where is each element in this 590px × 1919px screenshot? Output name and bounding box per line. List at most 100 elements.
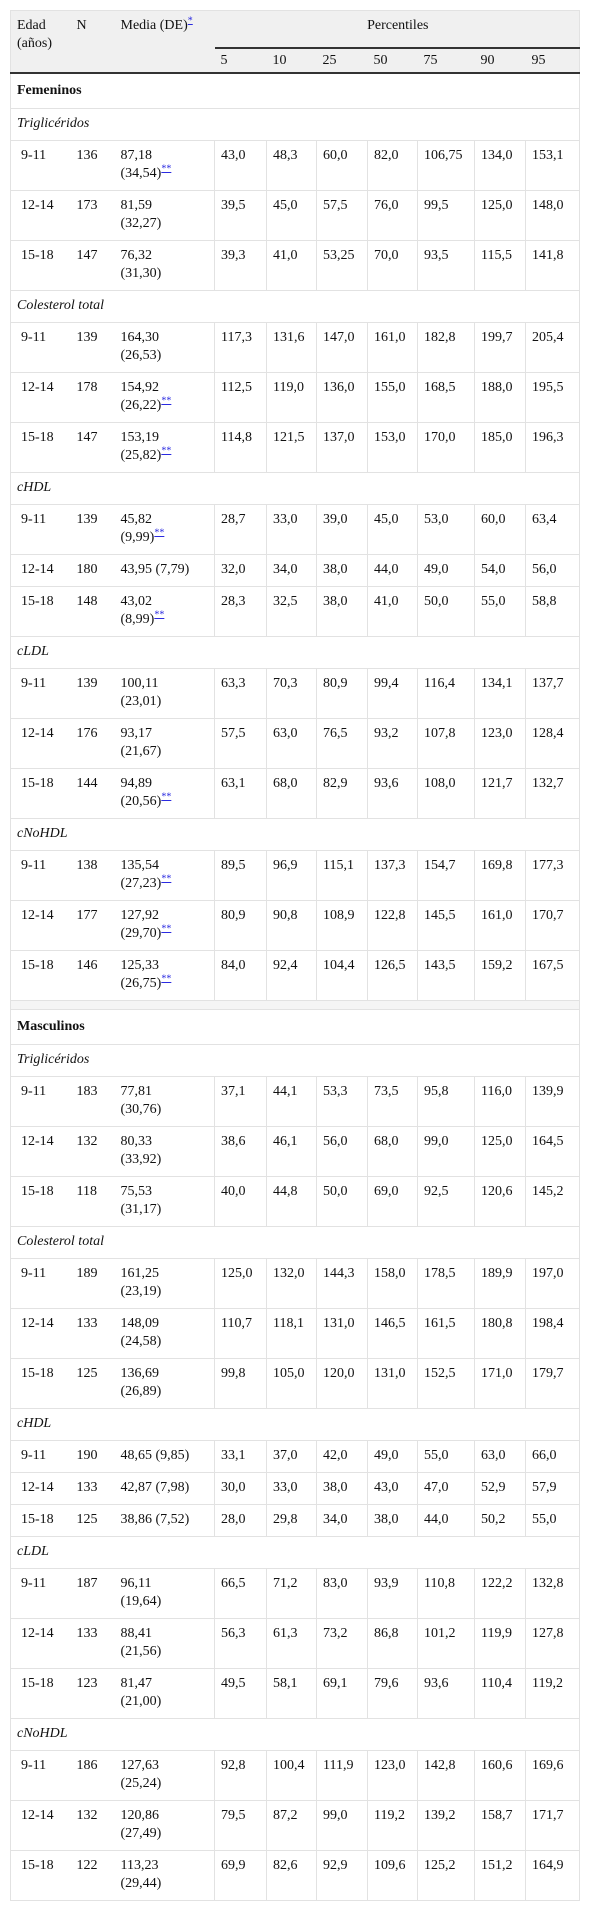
percentile-cell: 44,1	[266, 1076, 317, 1127]
percentile-cell: 168,5	[417, 372, 475, 423]
section-gap	[10, 1000, 580, 1010]
section-row: Femeninos	[10, 73, 580, 109]
group-row: cNoHDL	[10, 818, 580, 851]
section-title: Masculinos	[10, 1009, 580, 1045]
percentile-level: 95	[525, 47, 580, 74]
percentile-cell: 38,0	[316, 554, 368, 587]
percentile-cell: 196,3	[524, 422, 580, 473]
percentile-cell: 99,4	[367, 668, 418, 719]
percentile-cell: 33,1	[214, 1440, 267, 1473]
significance-link[interactable]: **	[161, 395, 172, 407]
percentile-cell: 171,7	[524, 1800, 580, 1851]
significance-link[interactable]: **	[161, 445, 172, 457]
percentile-cell: 41,0	[266, 240, 317, 291]
significance-link[interactable]: **	[154, 527, 165, 539]
percentile-cell: 66,5	[214, 1568, 267, 1619]
mean-text: 100,11 (23,01)	[120, 676, 162, 709]
percentile-cell: 63,4	[524, 504, 580, 555]
percentile-cell: 33,0	[266, 504, 317, 555]
data-row: 12-14 176 93,17 (21,67) 57,5 63,0 76,5 93,2 107…	[10, 718, 580, 769]
percentile-cell: 86,8	[367, 1618, 418, 1669]
percentile-cell: 57,5	[214, 718, 267, 769]
data-row: 9-11 187 96,11 (19,64) 66,5 71,2 83,0 93,9 110,…	[10, 1568, 580, 1619]
percentile-cell: 84,0	[214, 950, 267, 1001]
significance-link[interactable]: **	[161, 873, 172, 885]
age-cell: 12-14	[10, 190, 71, 241]
percentile-cell: 93,9	[367, 1568, 418, 1619]
mean-cell: 148,09 (24,58)	[114, 1308, 215, 1359]
age-cell: 9-11	[10, 504, 71, 555]
age-cell: 12-14	[10, 1800, 71, 1851]
percentile-cell: 120,6	[474, 1176, 526, 1227]
group-row: Triglicéridos	[10, 1044, 580, 1077]
mean-text: 43,95 (7,79)	[120, 562, 190, 577]
percentile-cell: 80,9	[316, 668, 368, 719]
percentile-cell: 28,0	[214, 1504, 267, 1537]
percentile-cell: 121,5	[266, 422, 317, 473]
data-row: 15-18 147 76,32 (31,30) 39,3 41,0 53,25 70,0 93…	[10, 240, 580, 291]
mean-cell: 164,30 (26,53)	[114, 322, 215, 373]
percentile-cell: 188,0	[474, 372, 526, 423]
age-cell: 9-11	[10, 1568, 71, 1619]
percentile-cell: 141,8	[524, 240, 580, 291]
percentile-cell: 60,0	[474, 504, 526, 555]
percentile-cell: 110,8	[417, 1568, 475, 1619]
percentile-cell: 145,2	[524, 1176, 580, 1227]
data-row: 9-11 189 161,25 (23,19) 125,0 132,0 144,3 158,…	[10, 1258, 580, 1309]
percentile-cell: 99,0	[316, 1800, 368, 1851]
percentile-cell: 38,0	[316, 586, 368, 637]
group-name: cLDL	[10, 1536, 580, 1569]
percentile-cell: 30,0	[214, 1472, 267, 1505]
data-row: 9-11 183 77,81 (30,76) 37,1 44,1 53,3 73,5 95,8…	[10, 1076, 580, 1127]
percentile-cell: 53,0	[417, 504, 475, 555]
mean-text: 42,87 (7,98)	[120, 1480, 190, 1495]
percentile-cell: 92,9	[316, 1850, 368, 1901]
percentile-cell: 76,0	[367, 190, 418, 241]
percentile-cell: 95,8	[417, 1076, 475, 1127]
percentile-cell: 44,0	[417, 1504, 475, 1537]
group-name: cHDL	[10, 1408, 580, 1441]
percentile-cell: 49,0	[367, 1440, 418, 1473]
percentile-cell: 158,7	[474, 1800, 526, 1851]
data-row: 12-14 173 81,59 (32,27) 39,5 45,0 57,5 76,0 99,…	[10, 190, 580, 241]
n-cell: 133	[70, 1472, 115, 1505]
percentile-cell: 69,1	[316, 1668, 368, 1719]
mean-cell: 127,92 (29,70)**	[114, 900, 215, 951]
significance-link[interactable]: **	[161, 923, 172, 935]
percentile-cell: 38,6	[214, 1126, 267, 1177]
percentile-cell: 79,5	[214, 1800, 267, 1851]
percentile-cell: 198,4	[524, 1308, 580, 1359]
mean-text: 96,11 (19,64)	[120, 1576, 162, 1609]
percentile-cell: 71,2	[266, 1568, 317, 1619]
n-cell: 133	[70, 1618, 115, 1669]
mean-cell: 42,87 (7,98)	[114, 1472, 215, 1505]
age-cell: 15-18	[10, 768, 71, 819]
footnote-link[interactable]: *	[187, 15, 193, 27]
data-row: 12-14 177 127,92 (29,70)** 80,9 90,8 108,9 122…	[10, 900, 580, 951]
mean-cell: 125,33 (26,75)**	[114, 950, 215, 1001]
percentile-cell: 44,8	[266, 1176, 317, 1227]
percentile-cell: 108,0	[417, 768, 475, 819]
mean-cell: 120,86 (27,49)	[114, 1800, 215, 1851]
percentile-cell: 70,0	[367, 240, 418, 291]
group-name: Colesterol total	[10, 1226, 580, 1259]
mean-cell: 87,18 (34,54)**	[114, 140, 215, 191]
data-row: 15-18 125 136,69 (26,89) 99,8 105,0 120,0 131,…	[10, 1358, 580, 1409]
data-row: 12-14 132 120,86 (27,49) 79,5 87,2 99,0 119,2 1…	[10, 1800, 580, 1851]
significance-link[interactable]: **	[161, 791, 172, 803]
percentile-cell: 96,9	[266, 850, 317, 901]
age-cell: 15-18	[10, 950, 71, 1001]
significance-link[interactable]: **	[154, 609, 165, 621]
percentile-cell: 122,8	[367, 900, 418, 951]
percentile-level: 75	[417, 47, 475, 74]
group-row: Colesterol total	[10, 1226, 580, 1259]
mean-header-text: Media (DE)	[120, 18, 188, 33]
significance-link[interactable]: **	[161, 973, 172, 985]
significance-link[interactable]: **	[161, 163, 172, 175]
mean-text: 80,33 (33,92)	[120, 1134, 162, 1167]
group-name: Triglicéridos	[10, 1044, 580, 1077]
n-cell: 186	[70, 1750, 115, 1801]
mean-cell: 76,32 (31,30)	[114, 240, 215, 291]
n-cell: 136	[70, 140, 115, 191]
